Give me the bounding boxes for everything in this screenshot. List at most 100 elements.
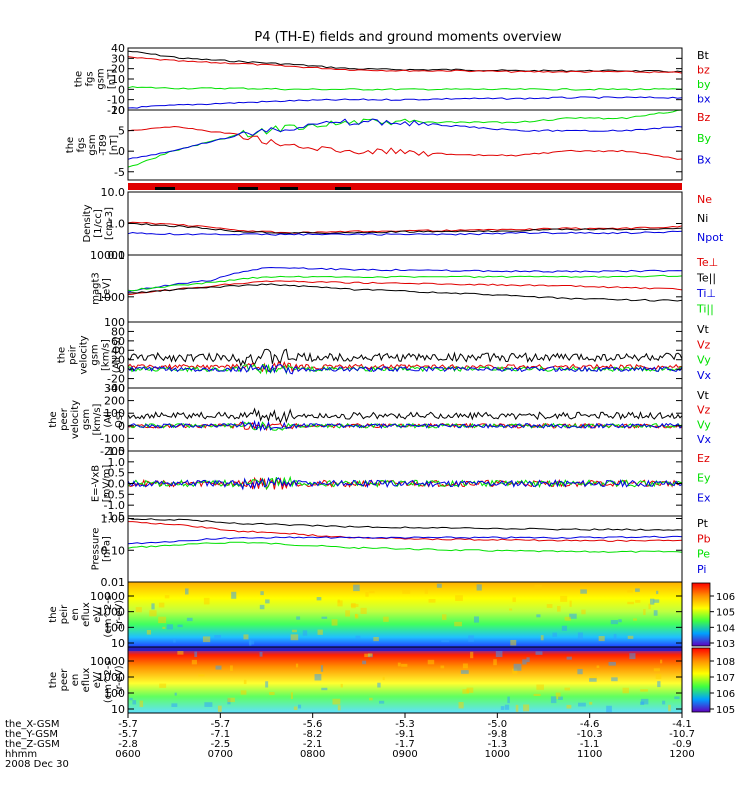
x-row-value: -2.8	[118, 739, 138, 750]
spectrogram-speckle	[295, 663, 299, 668]
spectrogram-speckle	[650, 598, 655, 605]
y-axis-label: E=-VxB	[91, 465, 102, 502]
y-tick-label: 0	[118, 420, 125, 433]
spectrogram-speckle	[158, 616, 167, 624]
spectrogram-speckle	[513, 663, 522, 671]
spectrogram-speckle	[379, 700, 385, 704]
spectrogram-speckle	[598, 636, 605, 642]
spectrogram-speckle	[373, 636, 379, 642]
y-tick-label: -5	[114, 166, 125, 179]
spectrogram-speckle	[462, 663, 468, 669]
spectrogram-speckle	[259, 604, 265, 610]
spectrogram-speckle	[259, 651, 263, 657]
x-row-value: -5.7	[118, 719, 138, 730]
spectrogram-speckle	[507, 696, 510, 704]
spectrogram-speckle	[355, 635, 361, 639]
panel-7: Ez Ey Ex 1.51.00.50.0-0.5-1.0-1.5E=-VxB [mV/…	[91, 445, 711, 523]
series-Vz	[127, 361, 683, 373]
spectrogram-speckle	[566, 656, 572, 660]
y-tick-label: 10	[111, 637, 125, 650]
spectrogram-speckle	[564, 616, 571, 621]
spectrogram-speckle	[468, 635, 474, 642]
spectrogram-speckle	[202, 636, 211, 643]
spectrogram-speckle	[522, 659, 527, 665]
legend-Vx: Vx	[697, 433, 712, 446]
y-tick-label: -100	[100, 432, 125, 445]
spectrogram-speckle	[509, 608, 513, 611]
y-axis-label: velocity	[79, 335, 90, 374]
y-axis-label: eflux	[81, 602, 92, 627]
spectrogram-speckle	[648, 603, 651, 610]
y-axis-label: [mV/m]	[102, 465, 113, 503]
legend-Npot: Npot	[697, 231, 724, 244]
legend-Ti⊥: Ti⊥	[696, 287, 716, 300]
series-Ne	[127, 221, 683, 234]
spectrogram-speckle	[466, 687, 474, 693]
legend-Vz: Vz	[697, 338, 711, 351]
spectrogram-speckle	[401, 663, 408, 667]
y-axis-label: gsm	[90, 344, 101, 365]
y-tick-label: 10000	[90, 590, 125, 603]
spectrogram-speckle	[668, 704, 671, 712]
panel-10: 108 107 106 105 10000 1000 100 10 the peer en eflux…	[48, 646, 735, 716]
spectrogram-speckle	[320, 665, 324, 672]
colorbar	[691, 582, 711, 647]
y-tick-label: 1.5	[108, 445, 126, 458]
y-axis-label: eV/	[92, 671, 103, 688]
spectrogram-speckle	[462, 689, 470, 694]
y-axis-label: Pressure	[91, 528, 102, 571]
spectrogram-speckle	[653, 668, 660, 672]
spectrogram-speckle	[345, 610, 351, 617]
x-row-value: -10.3	[577, 729, 603, 740]
spectrogram-speckle	[230, 665, 233, 671]
x-row-value: 0800	[300, 749, 325, 760]
spectrogram-speckle	[662, 700, 666, 705]
panel-2: Bz By Bx 10 5 0 -5 the fgs gsm -T89 [nT]	[65, 104, 712, 181]
spectrogram-speckle	[166, 624, 173, 630]
spectrogram-speckle	[560, 595, 568, 602]
spectrogram-speckle	[627, 635, 634, 639]
legend-Te⊥: Te⊥	[696, 256, 718, 269]
y-tick-label: 10	[111, 73, 125, 86]
y-tick-label: 1.0	[108, 456, 126, 469]
legend-Ey: Ey	[697, 472, 711, 485]
x-row-value: -4.1	[672, 719, 692, 730]
date-label: 2008 Dec 30	[5, 759, 69, 770]
spectrogram-speckle	[441, 640, 450, 643]
spectrogram-speckle	[149, 610, 157, 617]
y-tick-label: 100	[104, 621, 125, 634]
spectrogram-speckle	[290, 634, 299, 641]
spectrogram-speckle	[504, 704, 510, 710]
spectrogram-speckle	[162, 626, 166, 629]
spectrogram-speckle	[440, 665, 445, 669]
y-tick-label: 40	[111, 344, 125, 357]
y-tick-label: -40	[107, 382, 125, 395]
series-bz	[127, 56, 683, 74]
spectrogram-speckle	[214, 635, 221, 639]
x-row-label: the_Z-GSM	[5, 739, 60, 750]
spectrogram-speckle	[139, 700, 144, 708]
y-axis-label: gsm	[87, 134, 98, 155]
spectrogram-speckle	[495, 650, 503, 658]
legend-Pt: Pt	[697, 517, 709, 530]
y-axis-label: sr-eV)	[114, 665, 125, 694]
spectrogram-speckle	[360, 607, 367, 614]
spectrogram-speckle	[510, 639, 517, 646]
y-tick-label: 1000	[97, 671, 125, 684]
y-axis-label: (cm^2-s-	[103, 656, 114, 703]
spectrogram-speckle	[589, 676, 598, 680]
spectrogram-speckle	[493, 659, 497, 666]
spectrogram-speckle	[316, 597, 322, 601]
spectrogram-speckle	[191, 659, 197, 665]
spectrogram-speckle	[536, 614, 541, 618]
series-Bz	[127, 125, 683, 160]
y-axis-label: en	[70, 608, 81, 621]
y-axis-label: -T89	[98, 134, 109, 156]
y-tick-label: 60	[111, 335, 125, 348]
spectrogram-speckle	[569, 600, 572, 607]
x-row-value: -1.1	[580, 739, 600, 750]
y-axis-label: [km/s]	[101, 339, 112, 371]
spectrogram-speckle	[296, 616, 301, 620]
spectrogram-speckle	[627, 601, 634, 605]
spectrogram-speckle	[362, 660, 367, 665]
